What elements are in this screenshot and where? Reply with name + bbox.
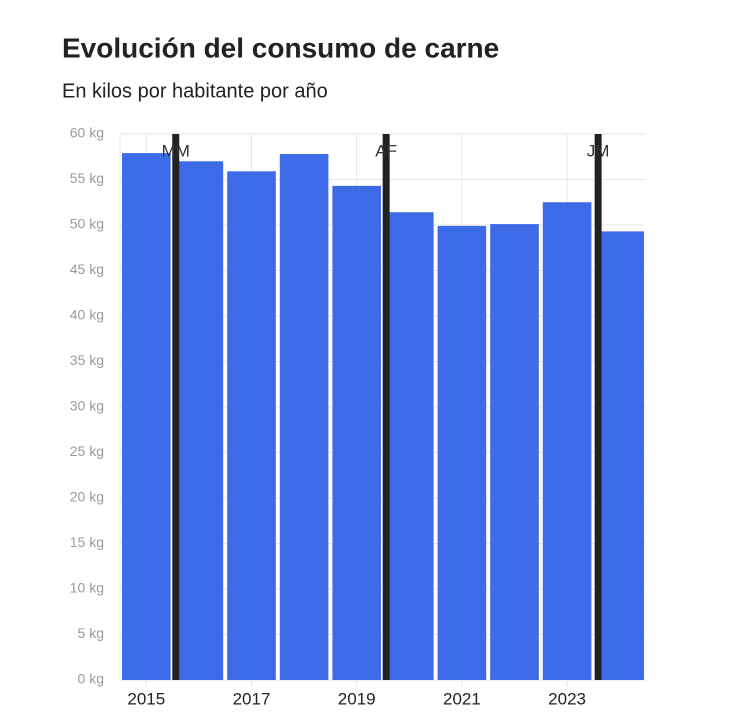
chart-subtitle: En kilos por habitante por año [62,80,328,102]
bar [595,231,644,680]
bar [437,225,487,680]
y-tick-label: 5 kg [78,625,104,641]
x-tick-label: 2015 [127,689,165,708]
y-tick-label: 50 kg [70,216,104,232]
y-tick-label: 0 kg [78,671,104,687]
bar [174,161,224,681]
annotation-label: MM [162,141,190,160]
bar [279,154,329,680]
x-tick-label: 2021 [443,689,481,708]
x-tick-label: 2023 [548,689,586,708]
x-tick-label: 2019 [338,689,376,708]
y-tick-label: 15 kg [70,534,104,550]
y-tick-label: 40 kg [70,307,104,323]
bar [122,153,171,681]
bar [490,224,539,680]
y-tick-label: 45 kg [70,261,104,277]
bar [227,171,276,680]
y-tick-label: 55 kg [70,170,104,186]
y-tick-label: 60 kg [70,125,104,141]
y-tick-label: 20 kg [70,489,104,505]
x-tick-label: 2017 [233,689,271,708]
annotation-label: AF [375,141,397,160]
y-tick-label: 35 kg [70,352,104,368]
y-tick-label: 30 kg [70,398,104,414]
bar [385,212,434,680]
chart-title: Evolución del consumo de carne [62,32,499,63]
annotation-label: JM [587,141,610,160]
bar [542,202,592,680]
y-tick-label: 25 kg [70,443,104,459]
y-tick-label: 10 kg [70,580,104,596]
bar [332,185,381,680]
